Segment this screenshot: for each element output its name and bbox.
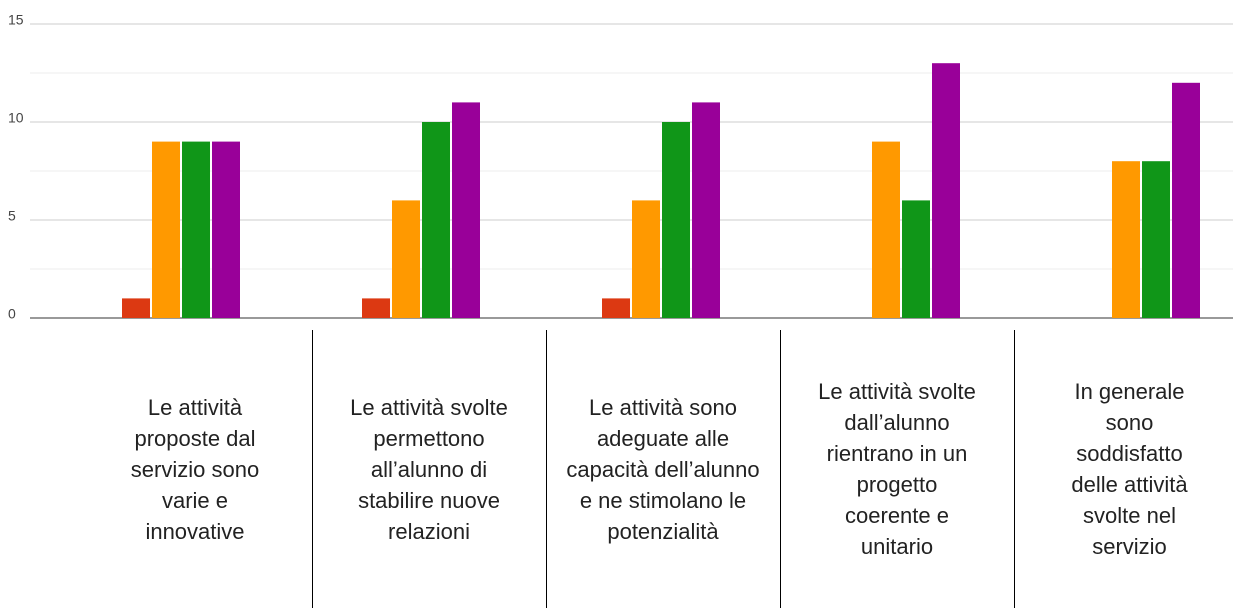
separator [1014,330,1015,608]
y-tick-label: 15 [8,12,24,28]
bar [602,298,630,318]
category-cell: Le attività svolte permettono all’alunno… [312,330,546,608]
y-tick-label: 5 [8,208,16,224]
bar [212,141,240,318]
separator [312,330,313,608]
bar [362,298,390,318]
bar [1112,161,1140,318]
x-tick-label: Le attività svolte dall’alunno rientrano… [818,379,976,559]
category-cell: Le attività sono adeguate alle capacità … [546,330,780,608]
bar [932,63,960,319]
category-cell: In generale sono soddisfatto delle attiv… [1014,330,1245,608]
bar [902,200,930,318]
x-tick-label: Le attività sono adeguate alle capacità … [566,394,760,544]
bar [152,141,180,318]
separator [546,330,547,608]
bar [632,200,660,318]
x-tick-label: Le attività proposte dal servizio sono v… [130,394,260,544]
bar [392,200,420,318]
category-cell: Le attività svolte dall’alunno rientrano… [780,330,1014,608]
y-tick-label: 10 [8,110,24,126]
x-tick-label: Le attività svolte permettono all’alunno… [350,394,508,544]
y-tick-label: 0 [8,306,16,322]
bar [692,102,720,319]
category-cell: Le attività proposte dal servizio sono v… [78,330,312,608]
bar [122,298,150,318]
bar [1172,82,1200,318]
bar [662,122,690,318]
chart: 0 5 10 15 [8,12,1233,322]
bar [452,102,480,319]
bar [872,141,900,318]
bar [1142,161,1170,318]
bar [422,122,450,318]
bar [182,141,210,318]
separator [780,330,781,608]
x-tick-label: In generale sono soddisfatto delle attiv… [1071,379,1188,559]
